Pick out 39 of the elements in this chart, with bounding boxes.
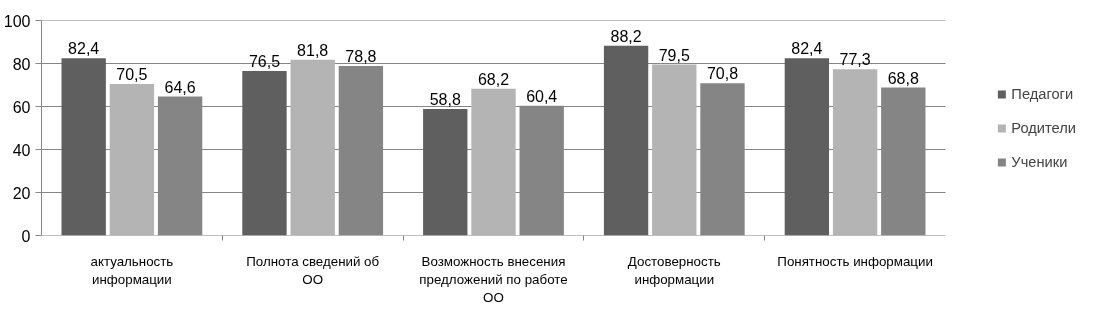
legend-label: Педагоги [1011, 85, 1074, 102]
data-label: 77,3 [839, 51, 871, 69]
data-label: 76,5 [248, 53, 281, 71]
bar [61, 58, 106, 236]
data-label: 78,8 [345, 48, 377, 66]
bar [832, 69, 878, 236]
data-label: 79,5 [658, 46, 690, 64]
legend-label: Родители [1011, 119, 1076, 136]
bar [603, 45, 649, 236]
x-tick-label: Возможность внесения предложений по работе ОО [419, 253, 568, 305]
bar [290, 59, 335, 236]
data-label: 68,2 [477, 70, 510, 88]
y-tick-label: 80 [12, 55, 31, 73]
x-tick-label: Понятность информации [777, 253, 933, 269]
x-tick-label: актуальность информации [90, 253, 174, 287]
data-label: 82,4 [68, 40, 100, 58]
data-label: 81,8 [297, 41, 329, 59]
x-tick-label: Полнота сведений об ОО [246, 253, 380, 287]
bar [109, 83, 155, 236]
data-label: 82,4 [791, 40, 823, 58]
y-tick-label: 0 [21, 227, 31, 245]
bar [652, 64, 697, 236]
legend-label: Ученики [1011, 153, 1068, 170]
data-label: 68,8 [887, 69, 919, 87]
data-label: 70,5 [116, 65, 148, 83]
x-tick-label: Достоверность информации [627, 253, 721, 287]
y-tick-label: 20 [12, 184, 31, 202]
y-tick-label: 40 [12, 141, 31, 159]
data-label: 70,8 [706, 65, 739, 83]
data-label: 58,8 [429, 91, 461, 109]
bar [471, 88, 516, 236]
bar [784, 58, 830, 236]
y-tick-label: 100 [3, 12, 31, 30]
data-label: 60,4 [526, 87, 558, 105]
data-label: 88,2 [610, 27, 642, 45]
y-tick-label: 60 [12, 98, 31, 116]
bar [423, 109, 468, 236]
bar [242, 71, 287, 236]
data-label: 64,6 [164, 78, 196, 96]
